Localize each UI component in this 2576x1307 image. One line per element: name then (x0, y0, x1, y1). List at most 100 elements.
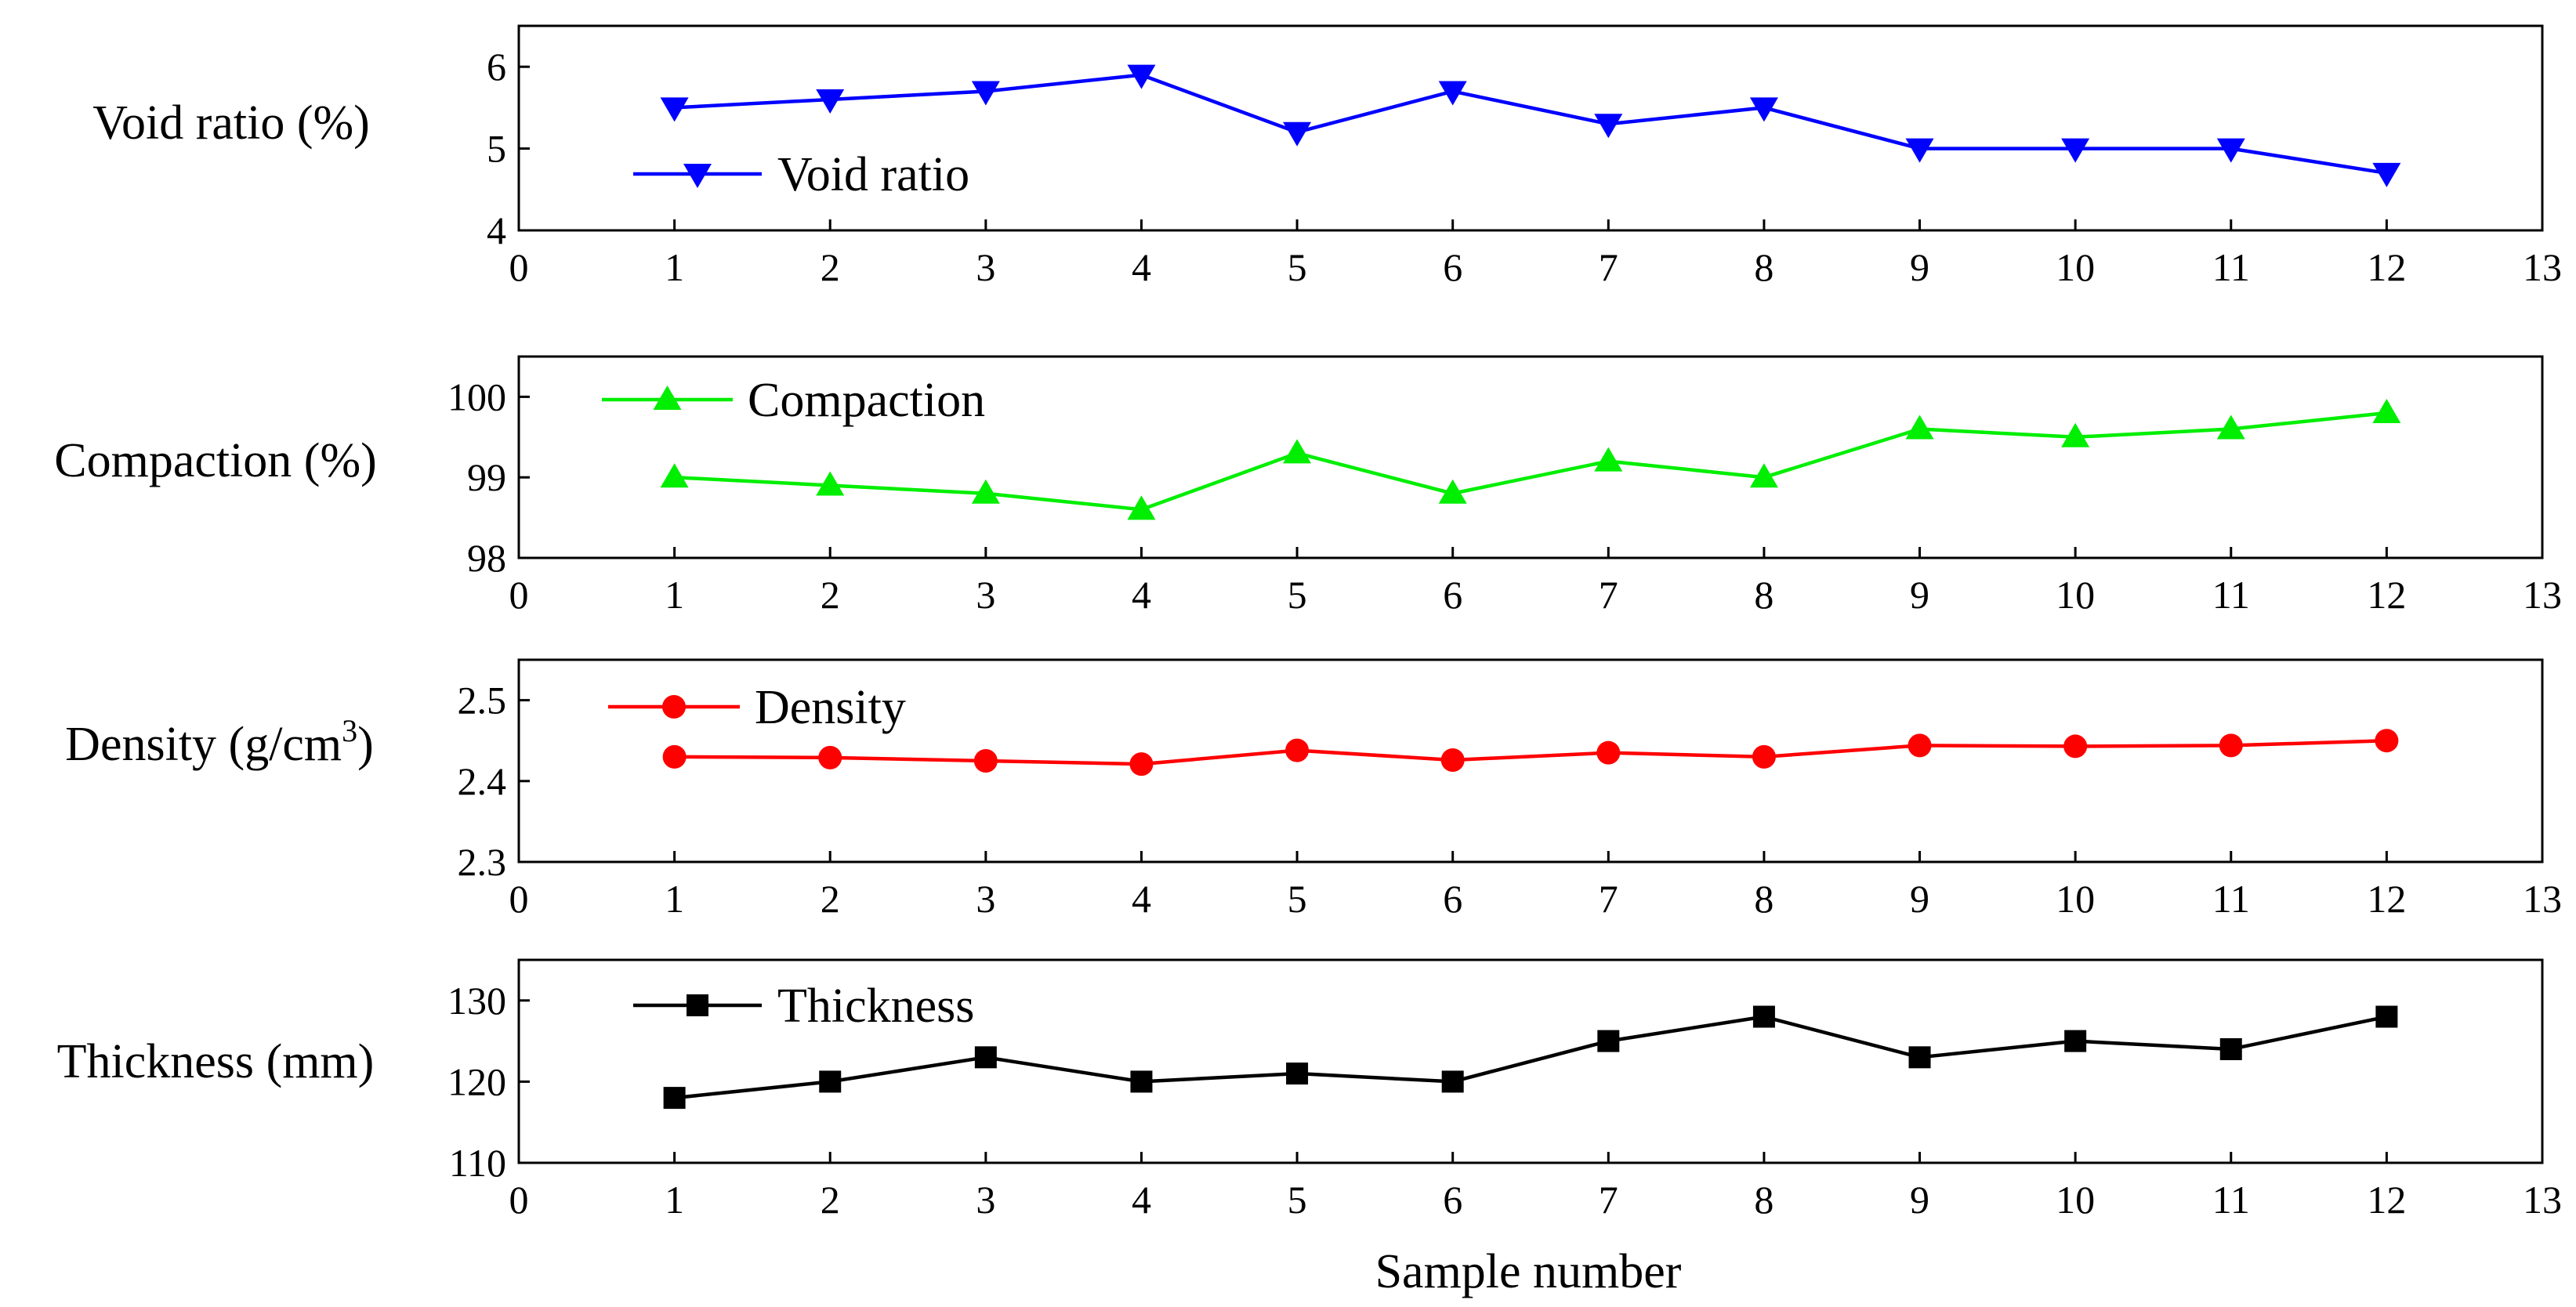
panel-2-data-point (2061, 422, 2090, 447)
panel-4-x-tick-label: 12 (2367, 1178, 2406, 1222)
panel-1-y-tick-label: 4 (487, 208, 506, 252)
panel-2-x-tick-label: 3 (976, 573, 995, 617)
panel-1-data-point (971, 81, 1000, 106)
panel-2-x-tick-label: 2 (821, 573, 840, 617)
panel-2-x-tick-label: 1 (665, 573, 684, 617)
panel-1-data-point (1905, 138, 1934, 163)
panel-2-x-tick-label: 12 (2367, 573, 2406, 617)
panel-2-data-point (1749, 463, 1778, 488)
panel-1-x-tick-label: 1 (665, 245, 684, 289)
panel-3-data-point (973, 749, 998, 773)
panel-2-x-tick-label: 7 (1599, 573, 1618, 617)
panel-4-y-axis-title: Thickness (mm) (57, 1035, 375, 1088)
panel-3-x-tick-label: 10 (2056, 877, 2095, 921)
panel-2-data-point (1594, 447, 1623, 472)
panel-1-data-point (1438, 81, 1467, 106)
panel-3-x-tick-label: 1 (665, 877, 684, 921)
panel-1-x-tick-label: 7 (1599, 245, 1618, 289)
panel-3-series-line (674, 738, 2387, 766)
panel-4-frame (517, 958, 2544, 1164)
panel-1-data-point (2216, 138, 2245, 163)
panel-3-y-tick-label: 2.4 (458, 759, 507, 803)
panel-4-x-tick-label: 0 (509, 1178, 529, 1222)
panel-4-x-tick-label: 11 (2212, 1178, 2250, 1222)
panel-4-x-tick-label: 2 (821, 1178, 840, 1222)
panel-2-data-point (2372, 398, 2401, 423)
panel-3-legend-marker (662, 695, 686, 719)
panel-1-x-tick-label: 11 (2212, 245, 2250, 289)
panel-3-data-point (1440, 748, 1465, 772)
panel-2-y-axis-title: Compaction (%) (54, 434, 377, 487)
panel-1-data-point (2372, 162, 2401, 187)
panel-1-x-tick-label: 12 (2367, 245, 2406, 289)
panel-2-data-point (971, 479, 1000, 504)
panel-3-data-point (1129, 752, 1154, 777)
panel-3-y-tick-label: 2.3 (458, 840, 507, 884)
panel-2-x-tick-label: 11 (2212, 573, 2250, 617)
panel-3-data-point (2063, 734, 2088, 758)
panel-1-x-tick-label: 9 (1910, 245, 1929, 289)
panel-1-legend-label: Void ratio (777, 148, 969, 201)
panel-3-x-tick-label: 7 (1599, 877, 1618, 921)
panel-1-x-tick-label: 6 (1443, 245, 1462, 289)
panel-1-x-tick-label: 5 (1288, 245, 1307, 289)
panel-3-x-tick-label: 12 (2367, 877, 2406, 921)
panel-2-data-point (1283, 439, 1312, 464)
panel-4-data-point (1441, 1070, 1464, 1093)
panel-3-x-tick-label: 5 (1288, 877, 1307, 921)
panel-3-x-tick-label: 11 (2212, 877, 2250, 921)
panel-4-data-point (1597, 1030, 1620, 1052)
panel-4-series-line (674, 1015, 2387, 1100)
panel-3-data-point (2219, 733, 2243, 758)
panel-1-y-tick-label: 5 (487, 127, 506, 171)
panel-1-data-point (1594, 114, 1623, 139)
panel-4-x-tick-label: 13 (2523, 1178, 2562, 1222)
panel-3-data-point (2375, 729, 2399, 753)
panel-4-x-tick-label: 9 (1910, 1178, 1929, 1222)
panel-1-data-point (2061, 138, 2090, 163)
panel-4-data-point (2219, 1037, 2242, 1060)
panel-4-y-tick-label: 110 (449, 1141, 506, 1185)
panel-2-legend-marker (653, 386, 682, 410)
panel-1-x-tick-label: 4 (1132, 245, 1151, 289)
panel-4-legend-label: Thickness (777, 979, 974, 1033)
panel-4-y-axis-title-main: Thickness (mm) (57, 1035, 375, 1088)
panel-2-x-tick-label: 8 (1754, 573, 1773, 617)
panel-4-data-point (819, 1070, 842, 1093)
panel-2-data-point (660, 463, 689, 488)
panel-3-data-point (1908, 733, 1932, 758)
panel-2-y-tick-label: 98 (467, 536, 506, 580)
panel-1-x-tick-label: 13 (2523, 245, 2562, 289)
panel-2-x-tick-label: 6 (1443, 573, 1462, 617)
panel-1-x-tick-label: 2 (821, 245, 840, 289)
panel-1-x-tick-label: 3 (976, 245, 995, 289)
panel-4-data-point (2064, 1030, 2087, 1052)
panel-2-y-tick-label: 100 (447, 375, 506, 418)
panel-2-x-tick-label: 13 (2523, 573, 2562, 617)
panel-4-data-point (2375, 1005, 2398, 1028)
panel-4-legend-marker (687, 994, 708, 1016)
panel-3-frame (517, 658, 2544, 863)
panel-3-data-point (1285, 738, 1310, 762)
panel-3-y-axis-title-main: Density (g/cm (65, 718, 342, 771)
panel-2-data-point (2216, 415, 2245, 440)
panel-2-y-axis-title-main: Compaction (%) (54, 434, 377, 487)
panel-4-data-point (974, 1046, 997, 1069)
panel-4-y-tick-label: 120 (447, 1059, 506, 1103)
panel-1-data-point (1127, 64, 1156, 89)
panel-1-series-line (674, 73, 2387, 176)
panel-3-data-point (818, 745, 842, 769)
panel-3-x-tick-label: 6 (1443, 877, 1462, 921)
panel-4-x-tick-label: 5 (1288, 1178, 1307, 1222)
panel-3-x-tick-label: 13 (2523, 877, 2562, 921)
panel-2-data-point (1438, 479, 1467, 504)
panel-2-series-line (674, 411, 2387, 512)
panel-3-legend-label: Density (755, 681, 906, 734)
panel-2-x-tick-label: 4 (1132, 573, 1151, 617)
panel-4-y-tick-label: 130 (447, 979, 506, 1023)
panel-1-x-tick-label: 8 (1754, 245, 1773, 289)
panel-3-x-tick-label: 8 (1754, 877, 1773, 921)
